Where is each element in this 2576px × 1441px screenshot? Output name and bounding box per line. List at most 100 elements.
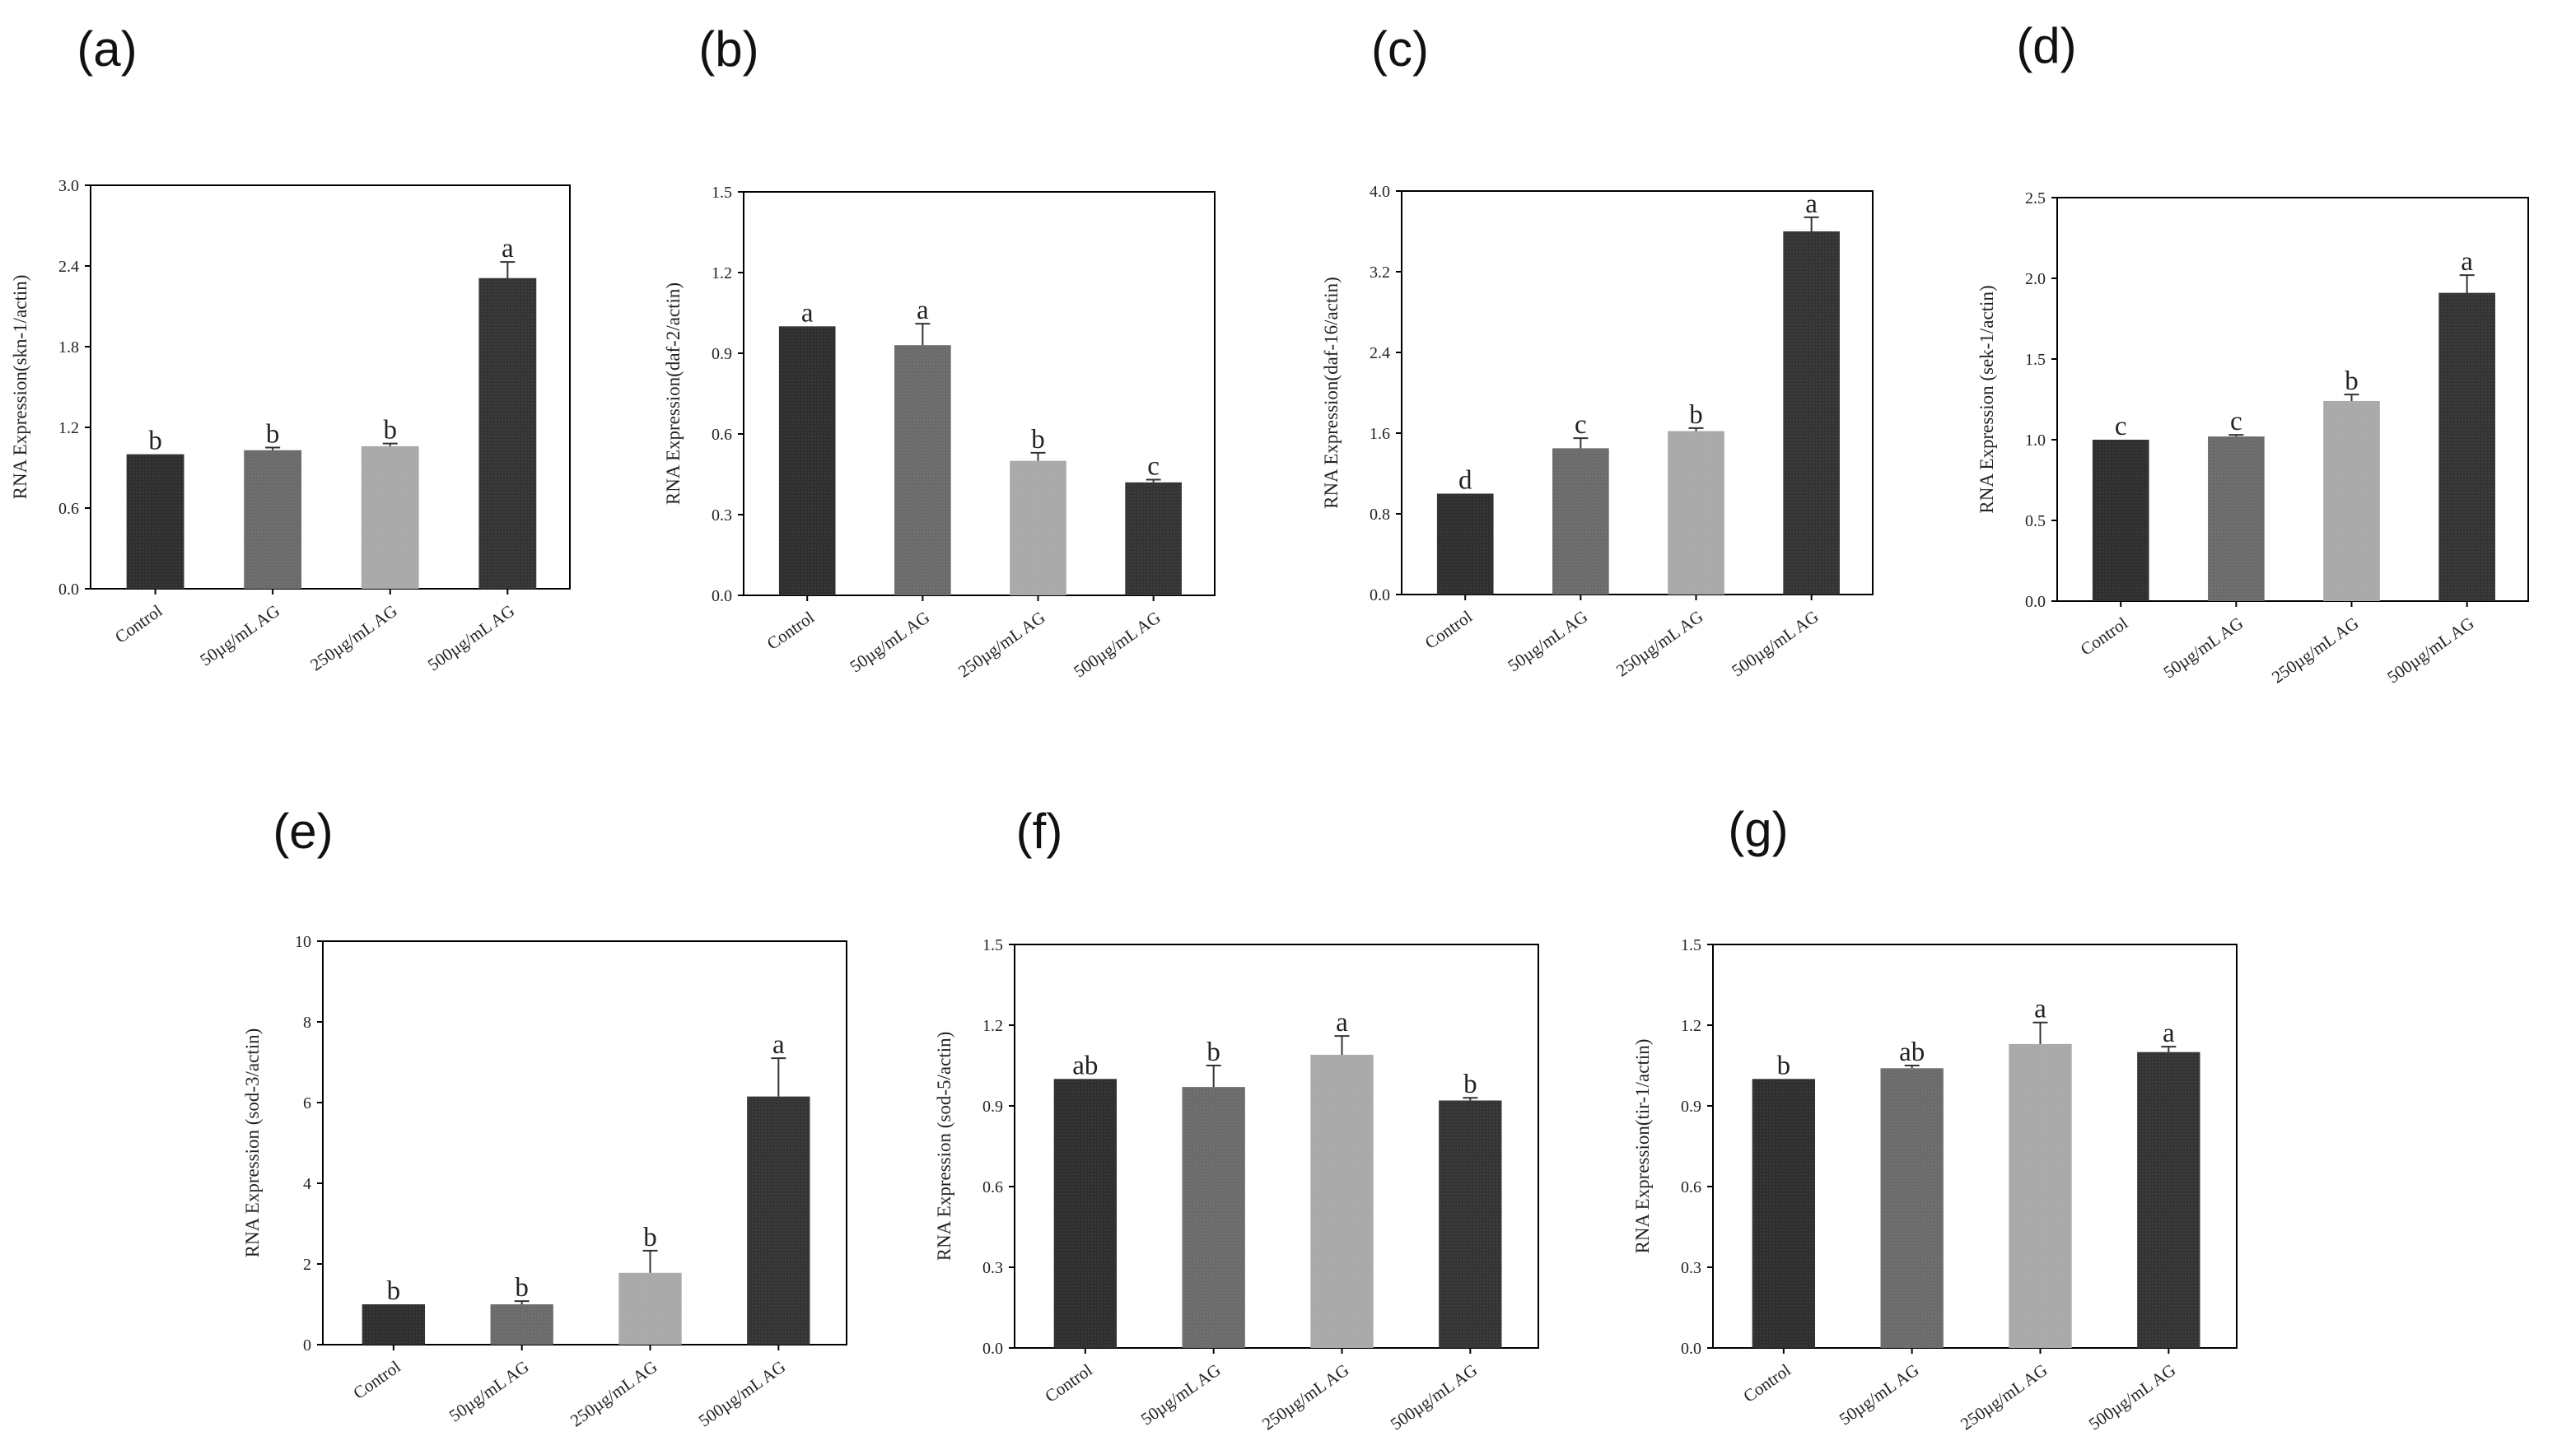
y-tick-label: 0.8 — [1370, 506, 1390, 524]
panel-label: (c) — [1371, 21, 1429, 77]
bar-texture — [1125, 482, 1182, 595]
bar-texture — [2438, 292, 2495, 601]
bar-texture — [362, 1304, 426, 1345]
significance-letter: b — [387, 1276, 401, 1306]
y-tick-label: 0.6 — [1681, 1178, 1701, 1196]
plot-frame — [90, 184, 571, 590]
y-tick-label: 0.0 — [712, 587, 732, 605]
significance-letter: a — [1805, 189, 1818, 219]
y-tick-label: 0.9 — [1681, 1098, 1701, 1116]
y-tick-label: 2.5 — [2025, 189, 2046, 208]
y-tick-label: 0.6 — [712, 426, 732, 444]
bar-texture — [2208, 436, 2265, 601]
significance-letter: a — [502, 234, 514, 263]
y-tick-label: 0.5 — [2025, 512, 2046, 530]
y-tick-label: 3.2 — [1370, 263, 1390, 282]
significance-letter: b — [643, 1223, 657, 1252]
y-tick-label: 4 — [303, 1175, 311, 1193]
y-tick-label: 1.2 — [982, 1017, 1003, 1035]
y-tick-label: 1.5 — [982, 936, 1003, 954]
y-tick-label: 1.2 — [712, 264, 732, 282]
y-tick-label: 4.0 — [1370, 183, 1390, 201]
significance-letter: b — [1206, 1038, 1220, 1067]
y-tick-label: 10 — [295, 933, 311, 951]
y-tick-label: 2.4 — [1370, 344, 1390, 362]
bar-texture — [1783, 231, 1840, 595]
significance-letter: b — [1031, 425, 1045, 455]
y-tick-label: 0.6 — [982, 1178, 1003, 1196]
significance-letter: b — [384, 416, 398, 445]
y-tick-label: 1.0 — [2025, 431, 2046, 450]
significance-letter: a — [2461, 247, 2473, 277]
y-tick-label: 0.3 — [982, 1259, 1003, 1277]
significance-letter: b — [1777, 1051, 1791, 1080]
bar-texture — [2323, 400, 2380, 601]
y-tick-label: 0 — [303, 1336, 311, 1355]
significance-letter: d — [1458, 466, 1472, 496]
significance-letter: a — [1336, 1008, 1348, 1038]
significance-letter: a — [2034, 995, 2046, 1024]
y-axis-label: RNA Expression (sod-5/actin) — [934, 1032, 954, 1261]
y-tick-label: 3.0 — [58, 177, 79, 195]
significance-letter: b — [515, 1273, 529, 1303]
y-tick-label: 8 — [303, 1014, 311, 1032]
bar-texture — [490, 1304, 553, 1345]
significance-letter: a — [772, 1030, 785, 1060]
y-tick-label: 1.2 — [58, 419, 79, 437]
y-tick-label: 1.2 — [1681, 1017, 1701, 1035]
y-tick-label: 6 — [303, 1094, 311, 1112]
y-tick-label: 0.0 — [2025, 593, 2046, 611]
y-tick-label: 0.3 — [712, 506, 732, 525]
bar-texture — [1880, 1068, 1944, 1348]
y-tick-label: 0.0 — [58, 581, 79, 599]
y-tick-label: 0.3 — [1681, 1259, 1701, 1277]
y-tick-label: 2.0 — [2025, 270, 2046, 288]
bar-texture — [778, 326, 836, 595]
panel-label: (e) — [273, 804, 333, 859]
y-tick-label: 2.4 — [58, 258, 79, 276]
y-tick-label: 1.5 — [712, 184, 732, 202]
plot-frame — [2056, 197, 2529, 602]
bar-texture — [2009, 1043, 2072, 1348]
significance-letter: c — [1575, 410, 1587, 440]
bar-texture — [2137, 1052, 2200, 1348]
significance-letter: ab — [1072, 1051, 1098, 1080]
bar-texture — [1552, 448, 1609, 595]
bar-texture — [894, 345, 951, 595]
significance-letter: b — [266, 420, 280, 450]
bar-texture — [747, 1096, 810, 1345]
y-tick-label: 1.5 — [2025, 351, 2046, 369]
panel-label: (b) — [698, 21, 758, 77]
significance-letter: c — [2230, 407, 2242, 436]
y-tick-label: 0.6 — [58, 500, 79, 518]
y-axis-label: RNA Expression (sek-1/actin) — [1976, 285, 1997, 513]
panel-label: (d) — [2016, 18, 2076, 73]
significance-letter: b — [1689, 400, 1703, 430]
bar-texture — [1010, 460, 1066, 595]
y-axis-label: RNA Expression(skn-1/actin) — [10, 275, 30, 500]
y-axis-label: RNA Expression(daf-16/actin) — [1321, 277, 1342, 509]
y-axis-label: RNA Expression(tir-1/actin) — [1632, 1039, 1653, 1254]
plot-frame — [1712, 944, 2238, 1349]
y-tick-label: 0.0 — [1681, 1340, 1701, 1358]
plot-frame — [743, 191, 1216, 596]
chart-panel: (g) 0.0 0.3 0.6 0.9 1.2 1.5 RNA Expression(tir-… — [1632, 802, 2238, 1434]
significance-letter: b — [2345, 366, 2359, 396]
bar-texture — [361, 445, 419, 589]
plot-frame — [322, 940, 847, 1345]
y-tick-label: 0.9 — [982, 1098, 1003, 1116]
plot-frame — [1401, 190, 1874, 595]
bar-texture — [1668, 431, 1724, 595]
bar-texture — [1053, 1079, 1118, 1348]
y-tick-label: 1.5 — [1681, 936, 1701, 954]
significance-letter: a — [801, 298, 814, 328]
y-tick-label: 0.0 — [1370, 586, 1390, 604]
significance-letter: a — [2163, 1019, 2175, 1048]
bar-texture — [1436, 493, 1494, 595]
y-tick-label: 2 — [303, 1256, 311, 1274]
bar-texture — [618, 1272, 682, 1345]
panel-label: (a) — [77, 21, 137, 77]
significance-letter: a — [917, 296, 929, 325]
y-axis-label: RNA Expression(daf-2/actin) — [663, 282, 684, 505]
significance-letter: c — [2115, 412, 2127, 441]
